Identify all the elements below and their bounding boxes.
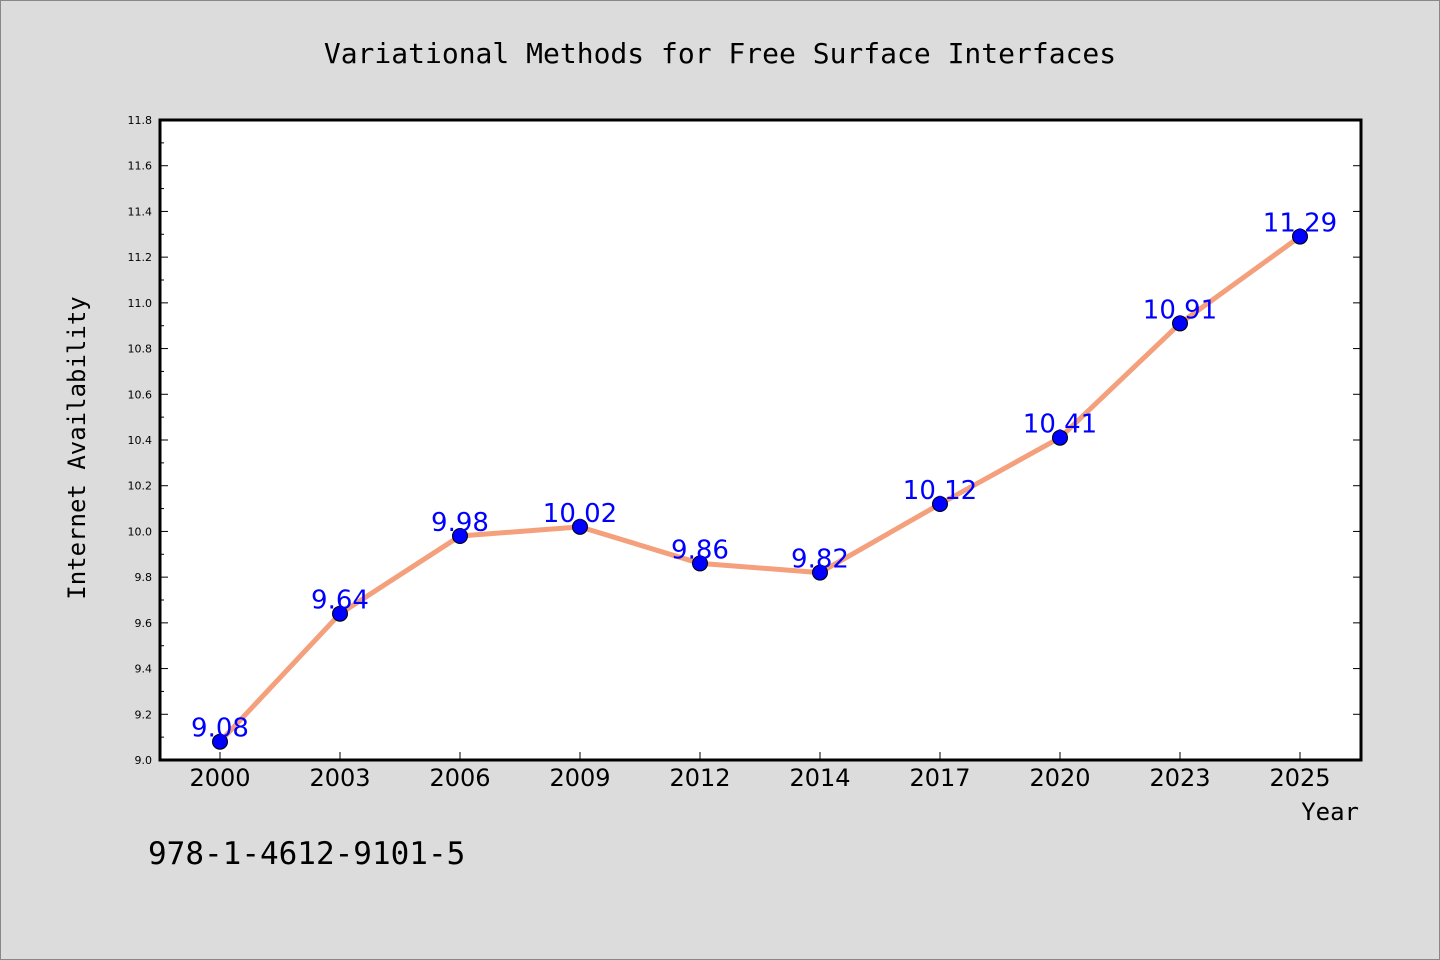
x-axis-ticks: 2000 2003 2006 2009 2012 2014 2017 2020 2023 2025 [189, 752, 1331, 792]
data-point [692, 555, 708, 572]
data-label: 11.29 [1263, 209, 1337, 239]
x-tick-label: 2023 [1149, 764, 1210, 792]
data-label: 9.98 [431, 508, 489, 538]
data-label: 10.02 [543, 499, 617, 529]
x-tick-label: 2014 [789, 764, 850, 792]
x-tick-label: 2017 [909, 764, 970, 792]
x-tick-label: 2012 [669, 764, 730, 792]
data-label: 9.64 [311, 586, 369, 616]
y-tick-label: 11.8 [128, 114, 153, 127]
chart-title: Variational Methods for Free Surface Int… [324, 37, 1116, 70]
series-line [217, 234, 1303, 745]
data-point [212, 733, 228, 750]
x-axis-label: Year [1301, 798, 1359, 826]
x-tick-label: 2020 [1029, 764, 1090, 792]
y-axis-ticks: 9.0 9.2 9.4 9.6 9.8 10.0 10.2 10.4 10.6 10.8 11.0 1… [128, 114, 1361, 767]
data-point [932, 496, 948, 512]
plot-area [158, 118, 1363, 762]
y-tick-label: 11.4 [128, 205, 153, 218]
y-tick-label: 10.2 [128, 480, 153, 493]
y-tick-label: 11.0 [128, 297, 153, 310]
series-layer [212, 228, 1308, 750]
y-tick-label: 9.6 [135, 617, 153, 630]
x-tick-label: 2025 [1269, 764, 1330, 792]
x-tick-label: 2000 [189, 764, 250, 792]
data-label: 9.82 [791, 545, 849, 575]
data-point [1172, 315, 1188, 332]
y-tick-label: 11.6 [128, 160, 153, 173]
data-point [572, 518, 588, 535]
data-label: 9.08 [191, 714, 249, 744]
data-label: 10.12 [903, 476, 977, 506]
x-tick-label: 2009 [549, 764, 610, 792]
data-point [812, 564, 828, 581]
data-label: 10.41 [1023, 410, 1097, 440]
x-tick-label: 2003 [309, 764, 370, 792]
data-point [332, 605, 348, 622]
y-tick-label: 9.0 [135, 754, 153, 767]
data-point [452, 528, 468, 544]
y-tick-label: 11.2 [128, 251, 153, 264]
data-label: 10.91 [1143, 295, 1217, 325]
y-tick-label: 10.4 [128, 434, 153, 447]
data-label: 9.86 [671, 535, 729, 565]
y-tick-label: 10.8 [128, 343, 153, 356]
data-point [1292, 228, 1308, 245]
y-tick-label: 10.0 [128, 525, 153, 538]
data-label-layer: 9.08 9.64 9.98 10.02 9.86 9.82 10.12 10.41 10.91… [191, 209, 1337, 744]
y-tick-label: 9.8 [135, 571, 153, 584]
y-tick-label: 9.4 [135, 663, 153, 676]
y-tick-label: 9.2 [135, 708, 153, 721]
y-axis-label: Internet Availability [63, 296, 91, 599]
x-tick-label: 2006 [429, 764, 490, 792]
isbn-annotation: 978-1-4612-9101-5 [148, 836, 465, 872]
data-point [1052, 429, 1068, 446]
y-tick-label: 10.6 [128, 388, 153, 401]
